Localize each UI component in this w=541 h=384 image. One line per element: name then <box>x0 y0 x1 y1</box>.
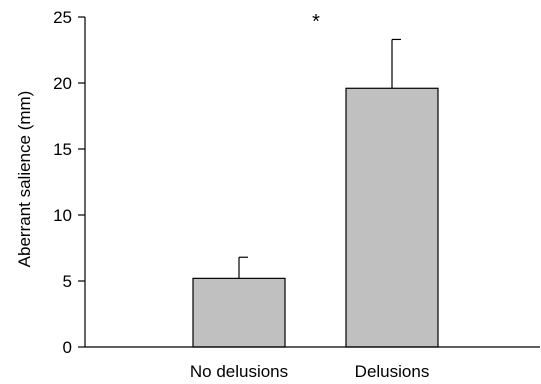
y-tick-label-0: 0 <box>63 338 72 357</box>
y-tick-label-10: 10 <box>53 206 72 225</box>
x-category-label-2: Delusions <box>355 362 430 381</box>
axes-group <box>84 17 540 348</box>
error-bars-group <box>238 38 401 279</box>
x-labels-group: No delusions Delusions <box>190 362 429 381</box>
y-tick-label-5: 5 <box>63 272 72 291</box>
bar-no-delusions <box>192 277 286 348</box>
bars-group <box>192 87 439 348</box>
bar-delusions <box>345 87 439 348</box>
y-tick-label-15: 15 <box>53 140 72 159</box>
y-tick-label-20: 20 <box>53 74 72 93</box>
x-category-label-1: No delusions <box>190 362 288 381</box>
y-tick-label-25: 25 <box>53 8 72 27</box>
significance-asterisk: * <box>312 11 320 33</box>
y-ticks-group: 0 5 10 15 20 25 <box>53 8 85 357</box>
y-axis-title: Aberrant salience (mm) <box>15 91 34 268</box>
